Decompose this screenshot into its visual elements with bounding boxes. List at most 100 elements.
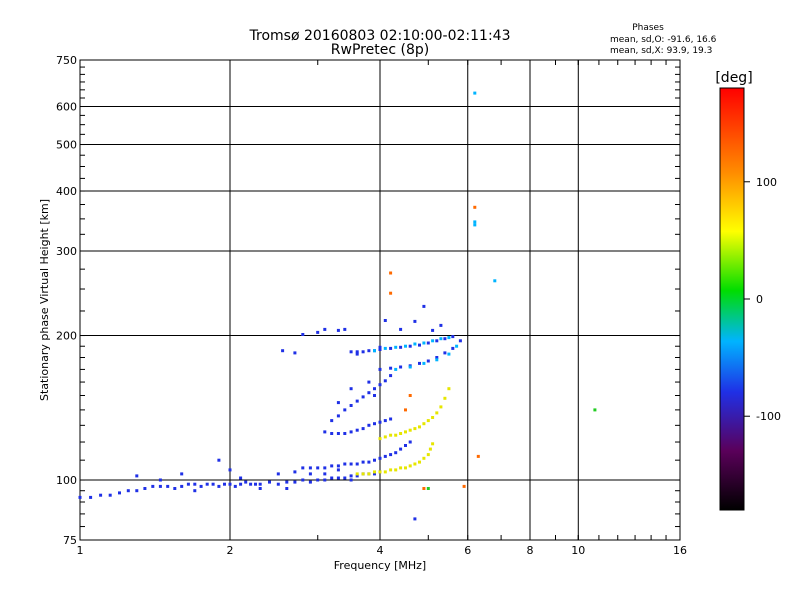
data-point	[99, 493, 103, 497]
data-point	[281, 349, 285, 353]
data-point	[426, 359, 430, 363]
data-point	[451, 335, 455, 339]
data-point	[343, 408, 347, 412]
data-point	[151, 484, 155, 488]
data-point	[408, 365, 412, 369]
data-point	[355, 352, 359, 356]
data-point	[249, 482, 253, 486]
data-point	[473, 220, 477, 224]
y-tick-label: 500	[56, 139, 77, 152]
data-point	[383, 419, 387, 423]
data-point	[323, 466, 327, 470]
data-point	[408, 440, 412, 444]
data-point	[193, 489, 197, 493]
data-point	[323, 472, 327, 476]
data-point	[378, 383, 382, 387]
data-point	[378, 367, 382, 371]
data-point	[355, 399, 359, 403]
data-point	[135, 489, 139, 493]
y-tick-label: 600	[56, 101, 77, 114]
data-point	[389, 453, 393, 457]
data-point	[276, 472, 280, 476]
data-point	[378, 456, 382, 460]
data-point	[435, 356, 439, 359]
data-point	[447, 336, 451, 340]
data-point	[399, 345, 403, 349]
data-point	[349, 404, 353, 407]
data-point	[399, 432, 403, 435]
data-point	[408, 394, 412, 397]
data-point	[418, 361, 421, 365]
data-point	[394, 345, 398, 349]
y-tick-label: 300	[56, 245, 77, 258]
data-point	[355, 350, 359, 354]
data-point	[336, 432, 340, 435]
x-axis-label: Frequency [MHz]	[334, 559, 426, 572]
data-point	[435, 358, 439, 362]
data-point	[399, 447, 403, 451]
data-point	[301, 333, 305, 336]
data-point	[422, 456, 426, 460]
data-point	[343, 476, 347, 480]
data-point	[473, 205, 477, 209]
data-point	[217, 484, 221, 488]
data-point	[473, 91, 477, 95]
data-point	[413, 462, 417, 466]
data-point	[378, 420, 382, 424]
data-point	[108, 493, 112, 497]
data-point	[330, 464, 334, 468]
data-point	[316, 466, 320, 470]
data-point	[367, 460, 371, 464]
y-axis-label: Stationary phase Virtual Height [km]	[38, 199, 51, 401]
x-tick-label: 8	[527, 544, 534, 557]
data-point	[361, 350, 365, 354]
data-point	[211, 482, 215, 486]
data-point	[426, 453, 430, 457]
colorbar-ticks: 100 0 -100	[744, 176, 781, 423]
data-point	[413, 342, 417, 346]
data-point	[373, 349, 376, 353]
data-point	[408, 428, 412, 432]
data-point	[422, 341, 426, 345]
x-tick-label: 10	[571, 544, 585, 557]
data-point	[205, 482, 209, 486]
data-point	[180, 484, 184, 488]
data-point	[367, 349, 371, 353]
x-tick-label: 4	[377, 544, 384, 557]
data-point	[361, 427, 365, 431]
data-point	[378, 470, 382, 474]
data-point	[349, 430, 353, 434]
data-point	[316, 330, 320, 334]
colorbar-tick-label: -100	[756, 410, 781, 423]
data-point	[293, 351, 297, 355]
data-point	[367, 472, 371, 476]
phases-box: Phases mean, sd,O: -91.6, 16.6 mean, sd,…	[610, 23, 717, 56]
data-point	[426, 419, 430, 423]
data-point	[308, 466, 312, 470]
data-point	[330, 432, 334, 435]
data-point	[193, 482, 197, 486]
data-point	[199, 484, 203, 488]
data-point	[78, 495, 82, 499]
data-point	[435, 411, 439, 415]
data-point	[389, 291, 393, 295]
data-point	[239, 476, 243, 480]
data-point	[316, 478, 320, 482]
data-point	[135, 474, 139, 478]
x-tick-label: 1	[77, 544, 84, 557]
data-point	[431, 328, 435, 332]
data-point	[367, 423, 371, 427]
phases-title: Phases	[632, 23, 664, 33]
data-point	[435, 339, 439, 343]
data-point	[228, 468, 232, 472]
data-point	[323, 478, 327, 482]
data-point	[336, 414, 340, 418]
data-point	[383, 379, 387, 383]
chart-title: Tromsø 20160803 02:10:00-02:11:43	[249, 28, 511, 44]
data-point	[293, 470, 297, 474]
colorbar-tick-label: 0	[756, 293, 763, 306]
data-point	[431, 416, 435, 419]
data-point	[373, 394, 376, 397]
data-point	[349, 387, 353, 391]
data-point	[186, 482, 190, 486]
